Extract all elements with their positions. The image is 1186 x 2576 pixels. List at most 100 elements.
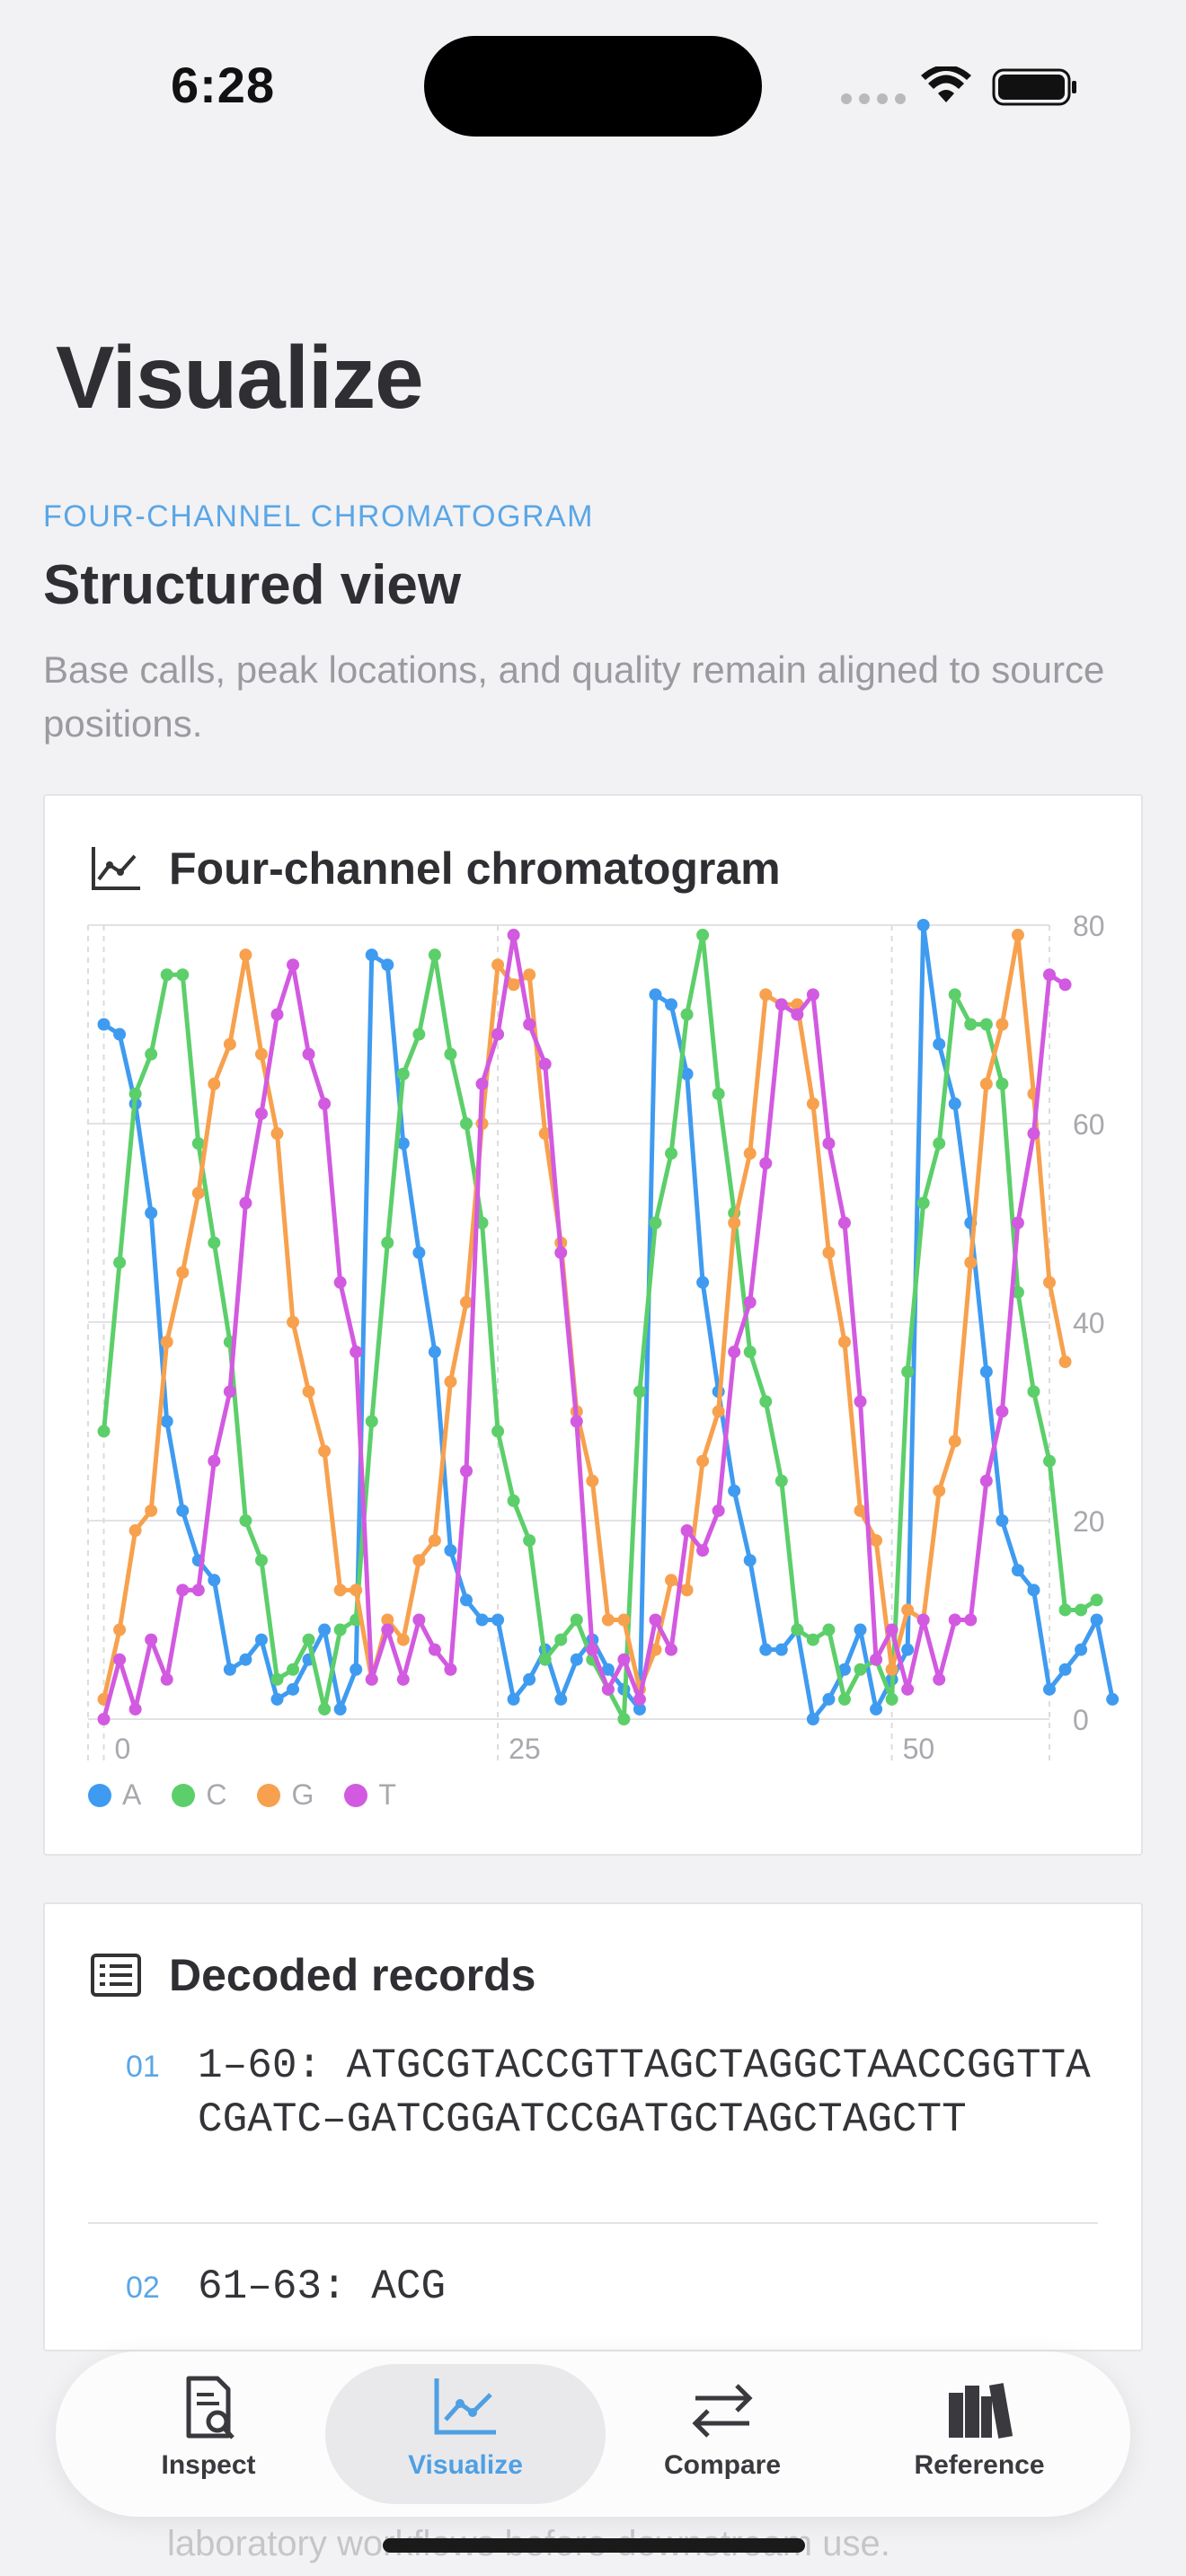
tab-reference[interactable]: Reference: [854, 2373, 1105, 2499]
data-point-T: [870, 1653, 883, 1666]
data-point-G: [680, 1584, 694, 1597]
tab-visualize[interactable]: Visualize: [340, 2373, 591, 2499]
data-point-T: [381, 1623, 394, 1636]
data-point-C: [964, 1018, 978, 1031]
data-point-C: [948, 988, 961, 1001]
data-point-C: [979, 1018, 993, 1031]
x-tick-label: 50: [903, 1733, 935, 1765]
data-point-G: [254, 1047, 268, 1061]
data-point-C: [128, 1087, 142, 1100]
data-point-T: [223, 1385, 236, 1398]
data-point-C: [743, 1345, 757, 1359]
list-doc-icon: [91, 1954, 141, 1997]
legend-swatch: [88, 1783, 111, 1807]
data-point-T: [97, 1713, 111, 1725]
data-point-C: [774, 1474, 788, 1487]
data-point-A: [350, 1663, 363, 1676]
tab-label: Inspect: [161, 2450, 256, 2480]
data-point-G: [396, 1633, 410, 1646]
data-point-C: [759, 1395, 773, 1408]
data-point-G: [538, 1127, 552, 1141]
data-point-G: [901, 1603, 915, 1617]
data-point-G: [160, 1336, 173, 1349]
chart-line-icon: [434, 2378, 496, 2435]
data-point-A: [901, 1643, 915, 1656]
data-point-G: [128, 1524, 142, 1538]
doc-magnifier-icon: [186, 2376, 235, 2439]
records-card-header: Decoded records: [90, 1949, 535, 2001]
legend-label: C: [206, 1778, 227, 1811]
data-point-G: [208, 1077, 221, 1090]
data-point-C: [396, 1067, 410, 1081]
data-point-G: [350, 1584, 363, 1597]
data-point-A: [948, 1097, 961, 1110]
tab-inspect[interactable]: Inspect: [83, 2373, 334, 2499]
data-point-C: [365, 1415, 378, 1428]
data-point-T: [791, 1008, 804, 1021]
data-point-T: [128, 1702, 142, 1716]
data-point-T: [633, 1692, 646, 1706]
data-point-G: [996, 1018, 1009, 1031]
data-point-T: [964, 1613, 978, 1627]
data-point-T: [287, 958, 300, 972]
books-icon: [949, 2383, 1013, 2439]
data-point-A: [491, 1613, 505, 1627]
data-point-T: [333, 1275, 347, 1289]
data-point-G: [459, 1295, 473, 1309]
data-point-C: [538, 1653, 552, 1666]
tab-label: Reference: [914, 2450, 1045, 2480]
legend-item: G: [257, 1778, 314, 1812]
section-description: Base calls, peak locations, and quality …: [43, 648, 1105, 745]
data-point-A: [806, 1713, 819, 1725]
data-point-G: [302, 1385, 315, 1398]
data-point-G: [948, 1434, 961, 1448]
data-point-A: [523, 1672, 536, 1686]
data-point-C: [665, 1147, 678, 1160]
battery-icon: [992, 68, 1076, 106]
data-point-A: [822, 1692, 836, 1706]
wifi-icon: [921, 66, 971, 102]
tab-compare[interactable]: Compare: [597, 2373, 848, 2499]
data-point-C: [381, 1236, 394, 1249]
data-point-T: [649, 1613, 662, 1627]
data-point-A: [696, 1275, 710, 1289]
data-point-A: [113, 1028, 127, 1041]
data-point-A: [254, 1633, 268, 1646]
data-point-A: [287, 1682, 300, 1696]
data-point-C: [1043, 1454, 1056, 1468]
chromatogram-card: 80 60 40 20 0 0 25 50 Four-channel chromatogram…: [43, 794, 1143, 1856]
data-point-T: [933, 1672, 946, 1686]
data-point-G: [287, 1316, 300, 1328]
data-point-G: [837, 1336, 851, 1349]
data-point-A: [176, 1504, 190, 1517]
data-point-A: [601, 1663, 615, 1676]
data-point-C: [1027, 1385, 1040, 1398]
data-point-A: [475, 1613, 489, 1627]
data-point-A: [412, 1246, 426, 1259]
data-point-T: [1043, 968, 1056, 982]
x-tick-label: 25: [509, 1733, 541, 1765]
tab-label: Compare: [663, 2450, 782, 2480]
chart-card-header: Four-channel chromatogram: [90, 842, 781, 895]
data-point-A: [1027, 1584, 1040, 1597]
cellular-signal-icon: [841, 93, 906, 104]
data-point-A: [381, 958, 394, 972]
data-point-T: [145, 1633, 158, 1646]
data-point-G: [979, 1077, 993, 1090]
data-point-C: [507, 1494, 520, 1507]
data-point-T: [948, 1613, 961, 1627]
data-point-T: [901, 1682, 915, 1696]
data-point-A: [1058, 1663, 1072, 1676]
data-point-A: [854, 1623, 867, 1636]
data-point-C: [333, 1623, 347, 1636]
y-tick-label: 60: [1073, 1108, 1105, 1141]
data-point-G: [822, 1246, 836, 1259]
data-point-A: [837, 1663, 851, 1676]
data-point-G: [412, 1554, 426, 1567]
data-point-A: [979, 1365, 993, 1379]
data-point-C: [302, 1633, 315, 1646]
data-point-T: [837, 1216, 851, 1230]
data-point-T: [696, 1544, 710, 1557]
series-line-T: [102, 932, 1067, 1720]
data-point-T: [428, 1643, 441, 1656]
